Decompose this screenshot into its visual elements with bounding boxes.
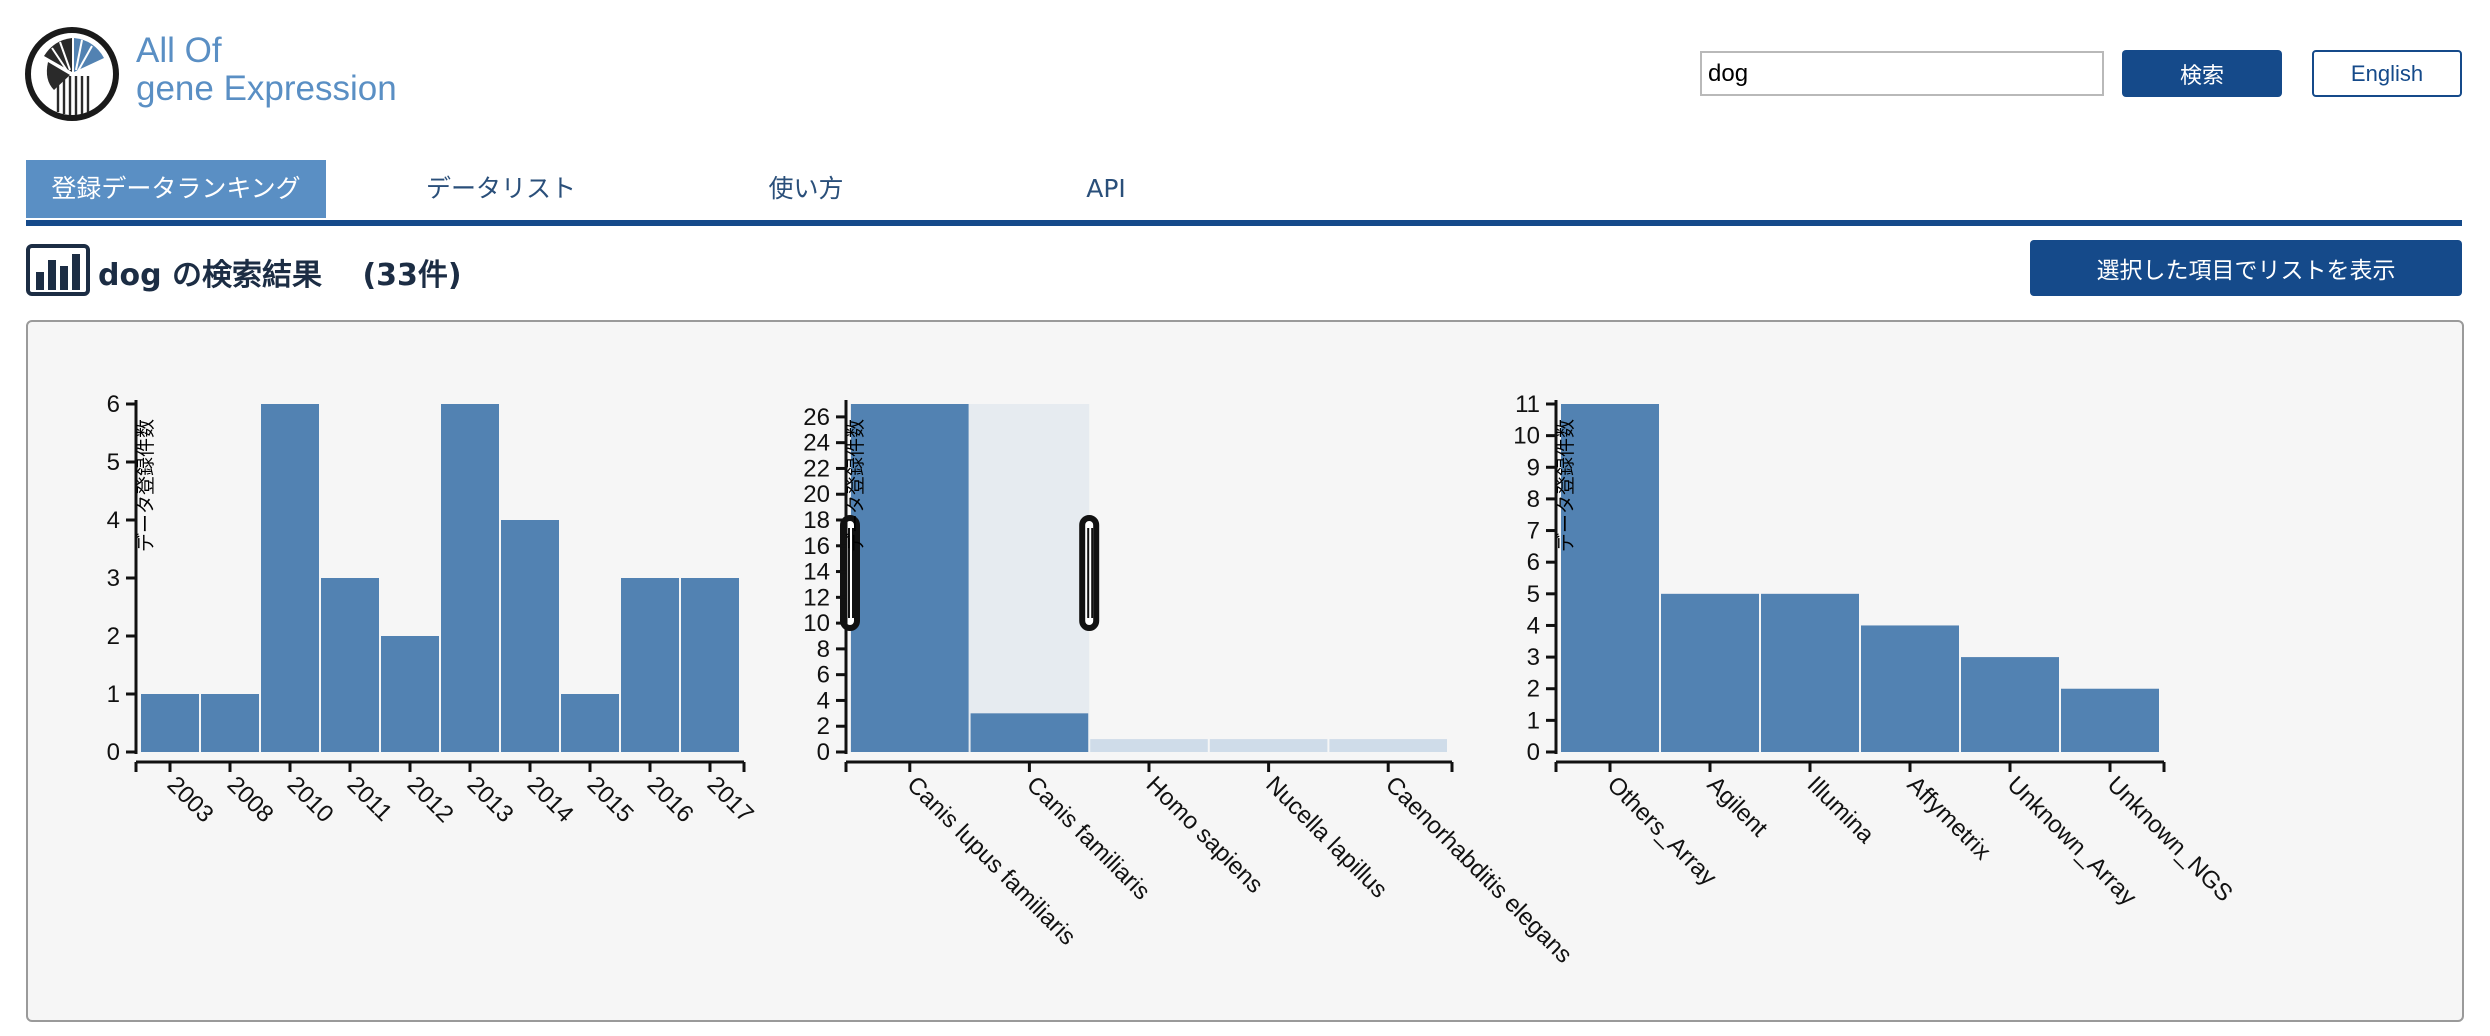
y-tick-label: 0 (107, 739, 120, 766)
charts-panel: 0 1 2 3 4 5 6 データ登録件数 2003 2008 2010 2011 2012 2013 20… (26, 320, 2464, 1022)
y-tick-label: 10 (803, 610, 830, 637)
y-tick-label: 5 (1527, 581, 1540, 608)
y-tick-label: 9 (1527, 454, 1540, 481)
y-tick-label: 0 (1527, 739, 1540, 766)
x-tick-label: Affymetrix (1902, 771, 1996, 865)
bar (1209, 739, 1328, 752)
y-tick-label: 26 (803, 404, 830, 431)
y-tick-label: 11 (1515, 391, 1540, 418)
brand-line2: gene Expression (136, 69, 397, 108)
chart-3: 01234567891011データ登録件数Others_ArrayAgilent… (1513, 391, 2238, 911)
y-tick-label: 1 (107, 681, 120, 708)
y-tick-label: 16 (803, 533, 830, 560)
search-button[interactable]: 検索 (2122, 50, 2282, 97)
x-tick-label: Illumina (1802, 771, 1880, 849)
y-tick-label: 2 (1527, 676, 1540, 703)
bar (321, 578, 379, 752)
y-tick-label: 8 (817, 636, 830, 663)
y-tick-label: 3 (107, 565, 120, 592)
page-title: dog の検索結果 (33件) (98, 258, 462, 293)
x-tick-label: Caenorhabditis elegans (1380, 771, 1577, 968)
tab-bar: 登録データランキング データリスト 使い方 API (26, 160, 2462, 226)
y-tick-label: 4 (1527, 612, 1540, 639)
x-tick-label: 2012 (402, 771, 459, 828)
y-tick-label: 24 (803, 430, 830, 457)
y-tick-label: 7 (1527, 518, 1540, 545)
bar (501, 520, 559, 752)
bar (1561, 404, 1659, 752)
tab-api[interactable]: API (1086, 174, 1126, 203)
y-tick-label: 2 (817, 713, 830, 740)
bar (1861, 625, 1959, 752)
x-tick-label: 2014 (522, 771, 579, 828)
brand-line1: All Of (136, 31, 222, 70)
y-tick-label: 22 (803, 455, 830, 482)
bar (2061, 688, 2159, 752)
bar (621, 578, 679, 752)
bar-chart-icon (26, 244, 90, 296)
y-axis-label: データ登録件数 (845, 419, 867, 552)
y-tick-label: 6 (1527, 549, 1540, 576)
bar (561, 694, 619, 752)
y-tick-label: 14 (803, 559, 830, 586)
site-logo[interactable] (24, 26, 120, 122)
y-tick-label: 1 (1527, 707, 1540, 734)
y-tick-label: 6 (817, 662, 830, 689)
language-button[interactable]: English (2312, 50, 2462, 97)
bar (441, 404, 499, 752)
y-tick-label: 3 (1527, 644, 1540, 671)
x-tick-label: Nucella lapillus (1260, 771, 1392, 903)
tab-data-list[interactable]: データリスト (425, 174, 576, 203)
bar (851, 404, 969, 752)
y-tick-label: 2 (107, 623, 120, 650)
bar (141, 694, 199, 752)
bar (261, 404, 319, 752)
y-tick-label: 5 (107, 449, 120, 476)
x-tick-label: 2013 (462, 771, 519, 828)
brand-name[interactable]: All Of gene Expression (136, 32, 397, 108)
search-input[interactable] (1700, 51, 2104, 96)
y-tick-label: 12 (803, 584, 830, 611)
x-tick-label: Homo sapiens (1141, 771, 1269, 899)
y-tick-label: 0 (817, 739, 830, 766)
x-tick-label: 2003 (162, 771, 219, 828)
y-tick-label: 10 (1513, 423, 1540, 450)
bar (201, 694, 259, 752)
bar (381, 636, 439, 752)
bar (1961, 657, 2059, 752)
y-tick-label: 6 (107, 391, 120, 418)
tab-usage[interactable]: 使い方 (768, 174, 844, 203)
bar (681, 578, 739, 752)
x-tick-label: 2015 (582, 771, 639, 828)
y-tick-label: 20 (803, 481, 830, 508)
bar (1761, 593, 1859, 752)
x-tick-label: 2017 (702, 771, 759, 828)
bar (1661, 593, 1759, 752)
y-axis-label: データ登録件数 (1555, 419, 1577, 552)
y-tick-label: 4 (817, 687, 830, 714)
y-tick-label: 18 (803, 507, 830, 534)
x-tick-label: 2008 (222, 771, 279, 828)
x-tick-label: 2016 (642, 771, 699, 828)
tab-ranking[interactable]: 登録データランキング (26, 160, 326, 218)
x-tick-label: 2010 (282, 771, 339, 828)
y-axis-label: データ登録件数 (135, 419, 157, 552)
y-tick-label: 4 (107, 507, 120, 534)
bar (1090, 739, 1208, 752)
bar (1329, 739, 1447, 752)
x-tick-label: Canis familiaris (1021, 771, 1155, 905)
x-tick-label: 2011 (342, 771, 398, 827)
show-list-button[interactable]: 選択した項目でリストを表示 (2030, 240, 2462, 296)
y-tick-label: 8 (1527, 486, 1540, 513)
x-tick-label: Agilent (1702, 771, 1773, 842)
bar (970, 713, 1089, 752)
